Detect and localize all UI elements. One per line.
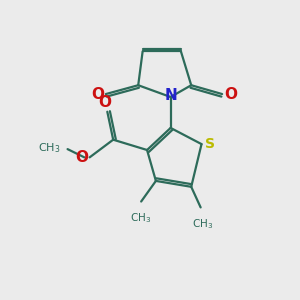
Text: O: O	[224, 87, 237, 102]
Text: CH$_3$: CH$_3$	[191, 217, 213, 231]
Text: CH$_3$: CH$_3$	[130, 211, 151, 225]
Text: O: O	[91, 87, 104, 102]
Text: O: O	[98, 95, 112, 110]
Text: N: N	[165, 88, 178, 103]
Text: CH$_3$: CH$_3$	[38, 142, 60, 155]
Text: S: S	[205, 137, 215, 151]
Text: O: O	[75, 150, 88, 165]
